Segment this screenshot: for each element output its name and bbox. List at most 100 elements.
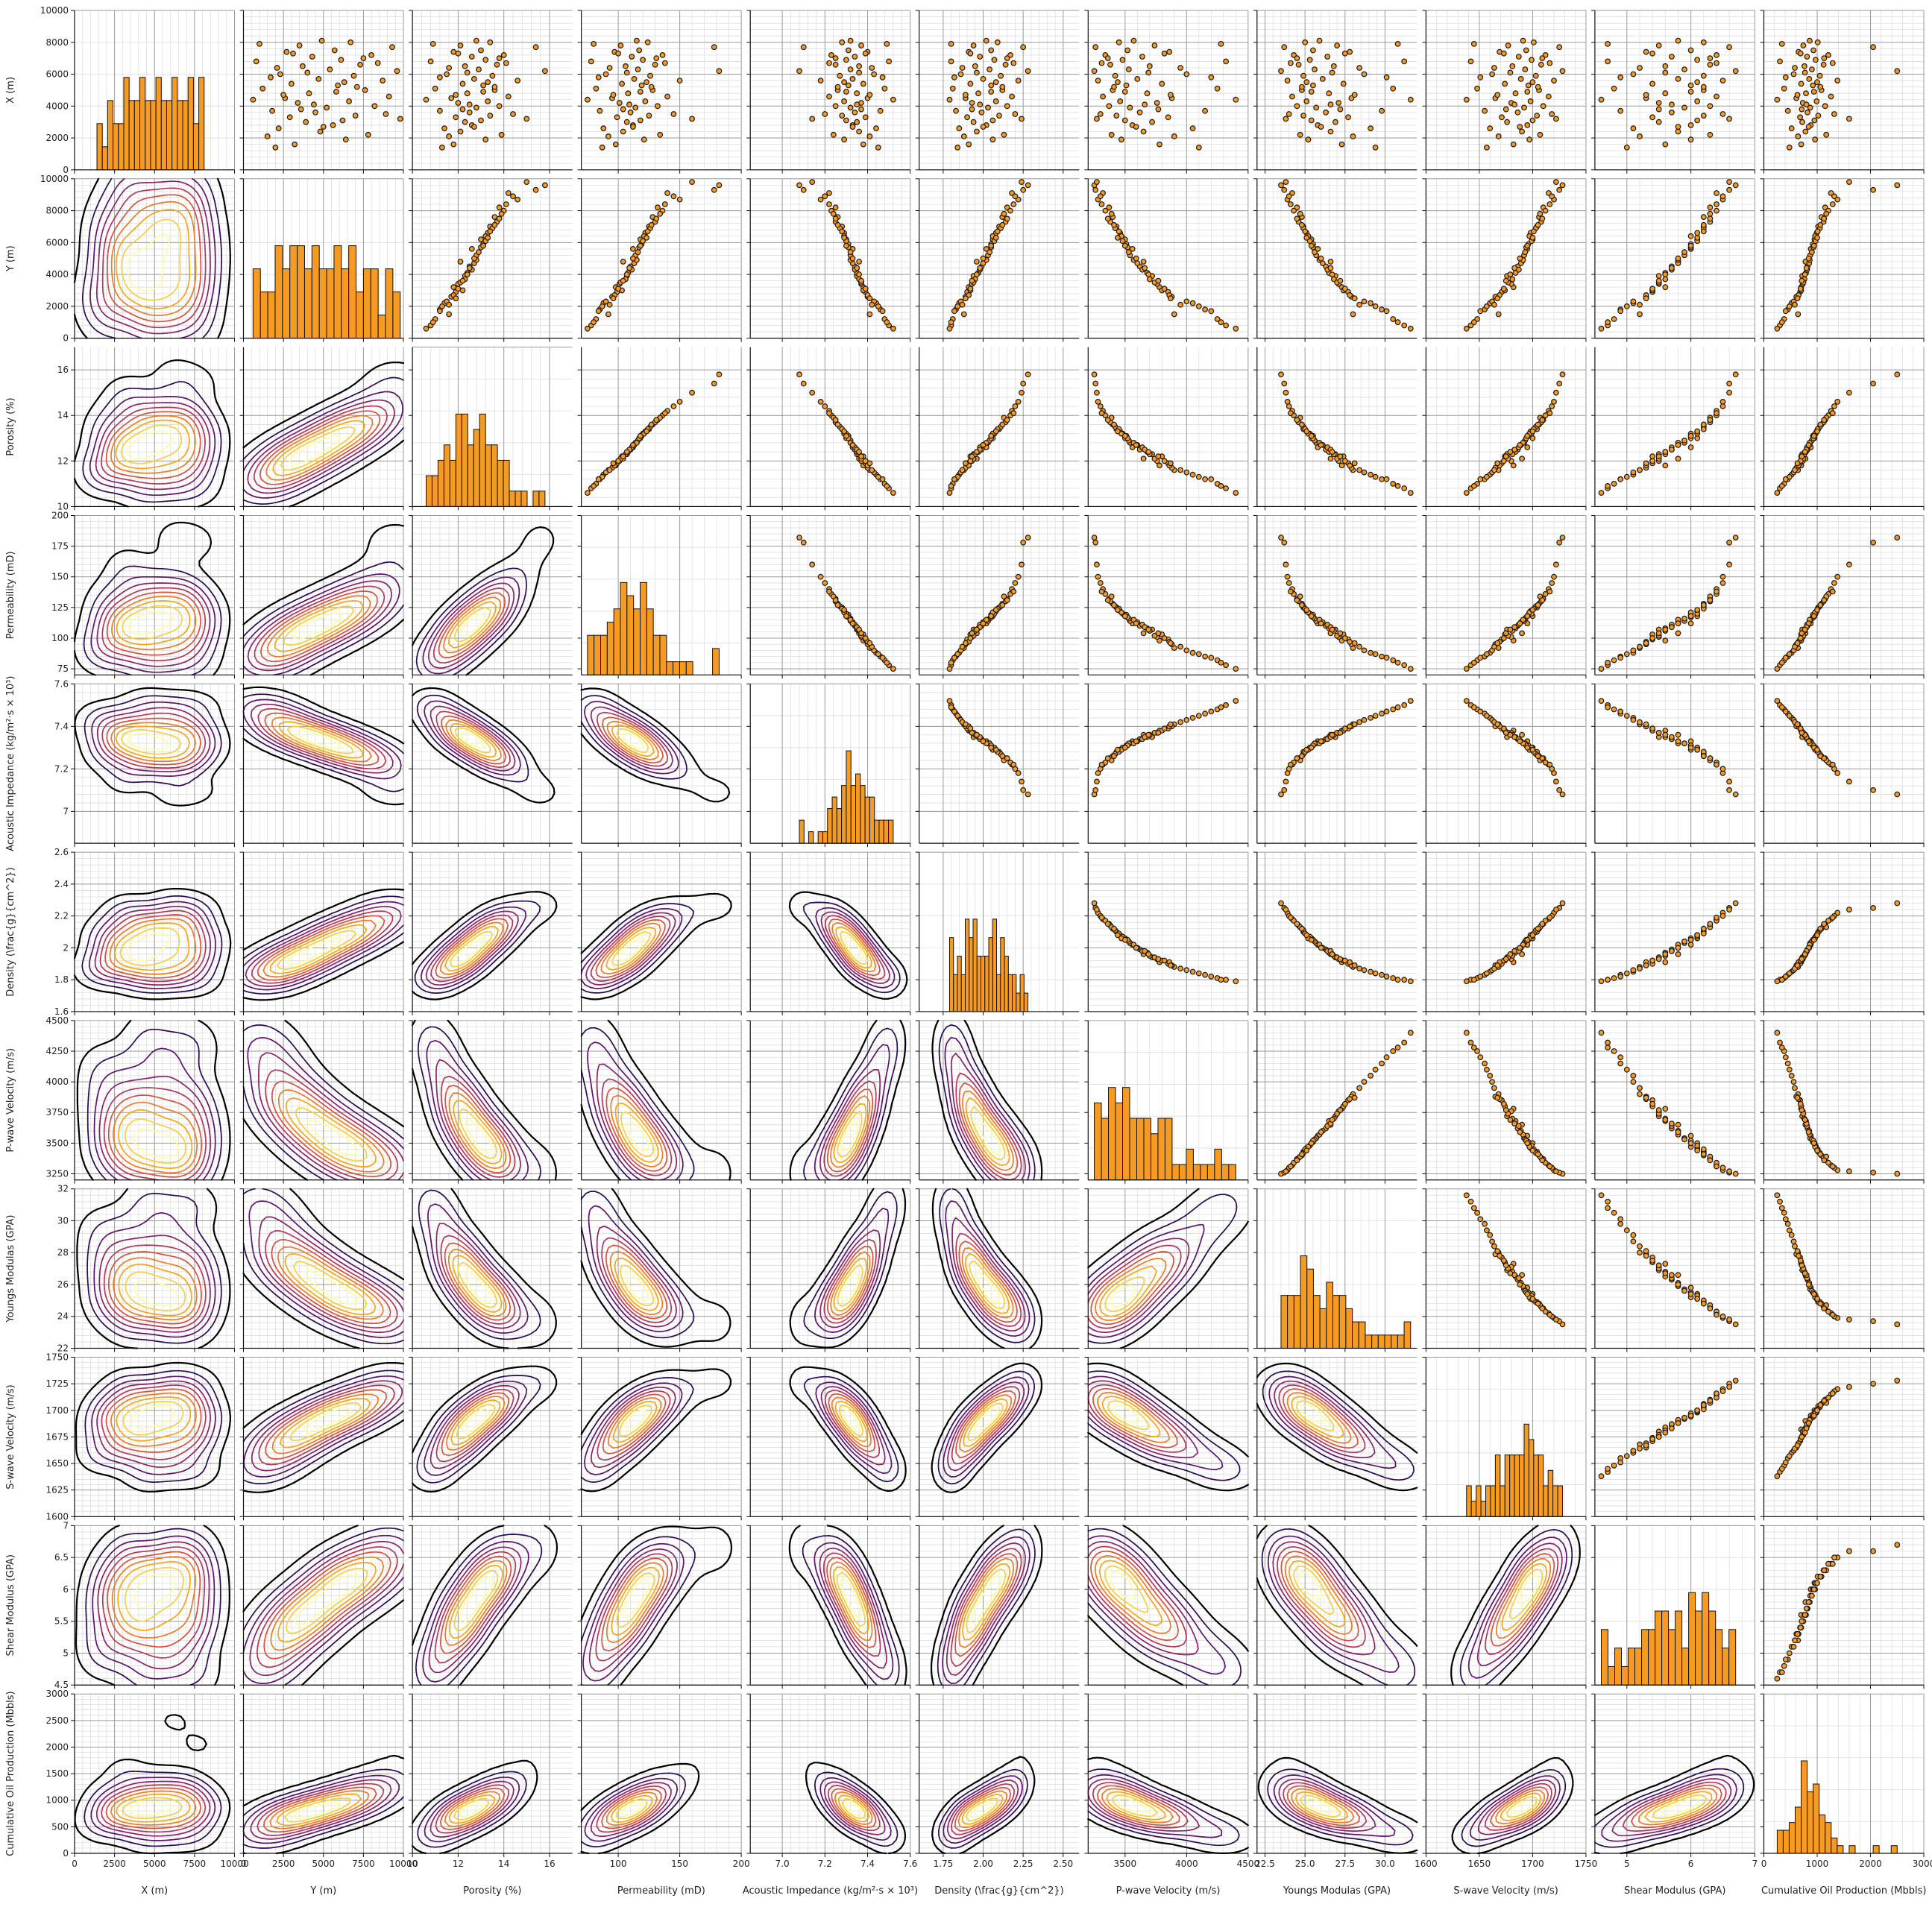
scatter-point xyxy=(478,117,484,124)
scatter-point xyxy=(1617,476,1624,482)
scatter-point xyxy=(866,92,873,98)
scatter-point xyxy=(1474,85,1481,92)
scatter-point xyxy=(1662,284,1669,291)
scatter-point xyxy=(1662,637,1669,644)
scatter-point xyxy=(496,215,503,222)
scatter-point xyxy=(1091,535,1098,541)
scatter-point xyxy=(1297,210,1303,217)
scatter-point xyxy=(980,124,987,130)
scatter-point xyxy=(1140,259,1147,265)
scatter-point xyxy=(1799,453,1805,460)
kde-contour-y-x-level-10 xyxy=(127,233,170,292)
scatter-point xyxy=(1524,89,1531,95)
scatter-point xyxy=(1379,710,1385,717)
scatter-point xyxy=(1539,55,1546,61)
scatter-point xyxy=(1168,640,1174,646)
scatter-point xyxy=(657,131,664,138)
histogram-bar-y xyxy=(252,268,261,339)
kde-contour-por-y-level-8 xyxy=(272,420,365,476)
scatter-point xyxy=(843,57,849,63)
scatter-point xyxy=(1559,68,1566,75)
scatter-point xyxy=(1171,311,1177,318)
scatter-point xyxy=(466,109,473,116)
scatter-point xyxy=(847,66,854,72)
scatter-point xyxy=(1477,74,1484,81)
scatter-point xyxy=(1799,630,1805,637)
histogram-bar-y xyxy=(362,268,371,339)
scatter-point xyxy=(1700,214,1707,221)
histogram-bar-ai xyxy=(808,831,814,844)
scatter-point xyxy=(670,403,677,409)
scatter-point xyxy=(1394,704,1401,710)
scatter-point xyxy=(1308,89,1315,95)
y-tick-label: 150 xyxy=(51,572,69,582)
scatter-point xyxy=(1368,471,1374,478)
scatter-point xyxy=(1368,125,1374,132)
scatter-point xyxy=(318,37,325,44)
scatter-point xyxy=(1675,37,1681,44)
scatter-point xyxy=(973,626,980,633)
scatter-point xyxy=(946,490,953,497)
scatter-point xyxy=(1681,437,1687,444)
scatter-point xyxy=(629,442,636,448)
scatter-point xyxy=(620,128,626,135)
scatter-point xyxy=(380,78,386,83)
scatter-point xyxy=(1338,141,1345,148)
scatter-point xyxy=(1668,101,1675,108)
scatter-point xyxy=(1286,403,1292,409)
scatter-point xyxy=(523,116,530,122)
scatter-point xyxy=(1675,124,1681,130)
scatter-point xyxy=(1719,403,1726,409)
scatter-point xyxy=(1223,662,1230,669)
scatter-point xyxy=(644,39,651,45)
kde-contour-perm-y-level-5 xyxy=(254,585,386,667)
scatter-point xyxy=(485,98,491,104)
scatter-point xyxy=(967,286,974,292)
scatter-point xyxy=(1019,778,1025,785)
scatter-point xyxy=(1662,462,1669,469)
scatter-point xyxy=(1894,68,1901,75)
scatter-point xyxy=(1327,101,1334,108)
scatter-point xyxy=(1394,41,1401,47)
scatter-point xyxy=(1390,657,1397,664)
histogram-bar-perm xyxy=(685,661,693,675)
kde-contour-ai-y-level-9 xyxy=(286,725,354,754)
histogram-bar-perm xyxy=(652,634,661,675)
scatter-point xyxy=(849,442,856,448)
histogram-bar-y xyxy=(333,245,342,339)
scatter-point xyxy=(1817,421,1824,428)
scatter-point xyxy=(636,47,643,54)
scatter-point xyxy=(983,37,989,44)
scatter-point xyxy=(292,141,298,148)
scatter-point xyxy=(875,651,881,658)
y-tick-label: 0 xyxy=(63,333,69,344)
scatter-point xyxy=(597,107,603,114)
scatter-point xyxy=(832,597,839,603)
scatter-point xyxy=(1097,111,1104,117)
histogram-bar-x xyxy=(177,100,183,171)
scatter-point xyxy=(886,58,893,65)
scatter-point xyxy=(1549,193,1555,200)
scatter-point xyxy=(1133,620,1139,627)
scatter-point xyxy=(1463,325,1470,332)
scatter-point xyxy=(1617,308,1624,315)
scatter-point xyxy=(1797,635,1804,641)
scatter-point xyxy=(946,666,953,672)
scatter-point xyxy=(1338,462,1345,469)
scatter-point xyxy=(1117,98,1124,104)
scatter-point xyxy=(1782,74,1789,81)
scatter-point xyxy=(689,116,695,122)
scatter-point xyxy=(1524,432,1531,439)
scatter-point xyxy=(1795,311,1802,318)
scatter-point xyxy=(1687,444,1694,450)
panel-x-vs-perm xyxy=(577,10,742,174)
scatter-point xyxy=(969,277,975,284)
histogram-bar-perm xyxy=(626,595,635,675)
kde-contour-ai-y-level-7 xyxy=(271,716,373,763)
scatter-point xyxy=(1140,456,1147,462)
scatter-point xyxy=(822,580,828,586)
kde-contour-ai-perm-level-3 xyxy=(583,701,679,775)
scatter-point xyxy=(1202,306,1209,313)
kde-contour-por-y-level-6 xyxy=(259,410,381,485)
kde-contour-perm-x-level-7 xyxy=(111,596,197,651)
